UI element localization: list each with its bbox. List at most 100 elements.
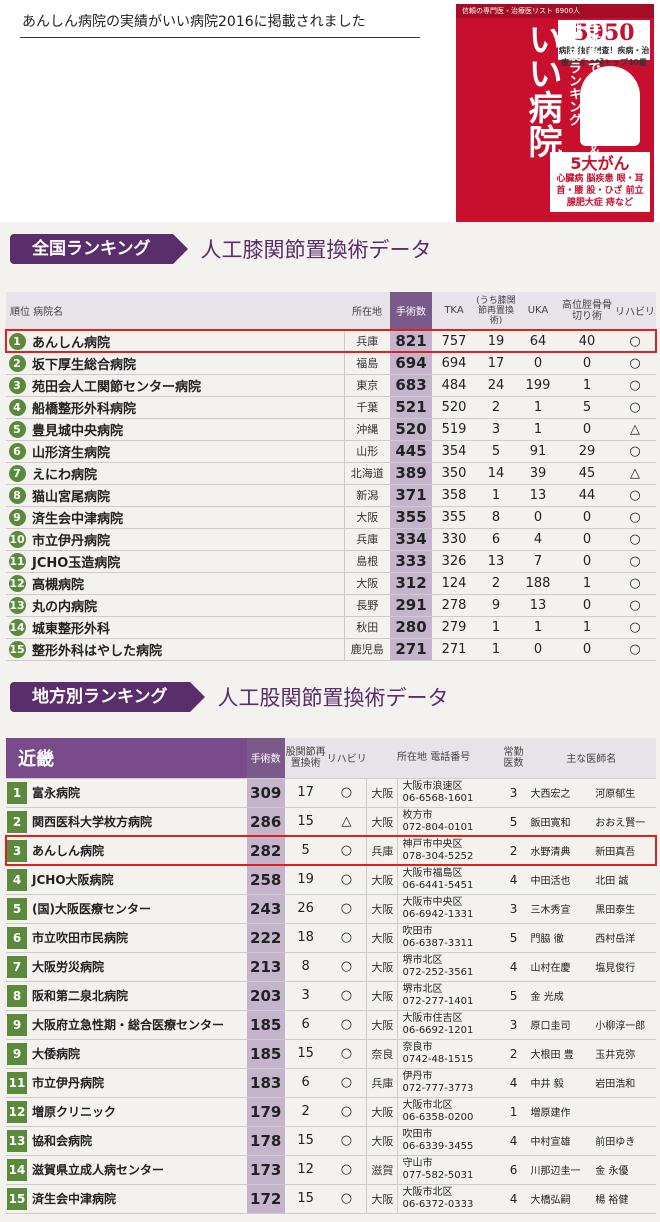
address: 吹田市 [402, 925, 433, 937]
rehab-mark: ○ [326, 778, 367, 808]
doctor-name: おおえ賢一 [591, 807, 656, 837]
address-cell: 守山市 077-582-5031 [397, 1155, 501, 1185]
address: 大阪市福島区 [402, 867, 463, 879]
table-row: 5 豊見城中央病院 沖縄 520 519 3 1 0 △ [6, 418, 656, 441]
col-header: 所在地 電話番号 [366, 738, 501, 779]
hospital-name: (国)大阪医療センター [28, 894, 247, 924]
doctor-name: 小柳淳一郎 [591, 1010, 656, 1040]
value-cell: 29 [560, 440, 614, 463]
col-header: UKA [516, 292, 560, 331]
prefecture: 秋田 [343, 616, 390, 639]
value-cell: 355 [432, 506, 476, 529]
prefecture: 大阪 [366, 807, 398, 837]
rank-badge: 9 [7, 1013, 27, 1036]
doctor-count: 5 [500, 923, 527, 953]
rank-cell: 8 [6, 484, 28, 507]
cover-gan-sub: 心臓病 脳疾患 眼・耳 首・腰 股・ひざ 前立腺肥大症 痔など [556, 174, 644, 208]
national-ranking-table: 順位 病院名 所在地 手術数 TKA (うち膝関節再置換術) UKA 高位脛骨骨… [5, 292, 657, 661]
hospital-name: 山形済生病院 [28, 440, 344, 463]
rank-badge: 12 [8, 574, 26, 592]
surgery-count: 286 [246, 807, 285, 837]
doctor-name: 新田真吾 [591, 836, 656, 866]
value-cell: 1 [516, 616, 560, 639]
phone: 06-6692-1201 [402, 1024, 474, 1036]
hospital-name: 阪和第二泉北病院 [28, 981, 247, 1011]
rank-badge: 13 [7, 1129, 27, 1152]
doctor-count: 4 [500, 865, 527, 895]
doctor-name: 大根田 豊 [526, 1039, 592, 1069]
value-cell: 0 [560, 528, 614, 551]
hospital-name: 市立伊丹病院 [28, 528, 344, 551]
value-cell: 7 [516, 550, 560, 573]
doctor-name: 山村在慶 [526, 952, 592, 982]
hospital-name: 済生会中津病院 [28, 506, 344, 529]
value-cell: 6 [476, 528, 516, 551]
value-cell: ○ [614, 440, 656, 463]
value-cell: ○ [614, 594, 656, 617]
value-cell: ○ [614, 528, 656, 551]
phone: 0742-48-1515 [402, 1053, 474, 1065]
hospital-name: あんしん病院 [28, 330, 344, 353]
value-cell: ○ [614, 330, 656, 353]
table-row: 1 富永病院 309 17 ○ 大阪 大阪市浪速区 06-6568-1601 3 大西宏之 河原郁生 [6, 778, 656, 808]
address: 堺市北区 [402, 983, 443, 995]
prefecture: 大阪 [366, 1010, 398, 1040]
doctor-name: 水野清典 [526, 836, 592, 866]
rank-cell: 13 [6, 1126, 28, 1156]
surgery-count: 389 [390, 462, 432, 485]
value-cell: 13 [516, 484, 560, 507]
phone: 06-6387-3311 [402, 937, 474, 949]
hospital-name: 富永病院 [28, 778, 247, 808]
surgery-count: 183 [246, 1068, 285, 1098]
table-row: 13 協和会病院 178 15 ○ 大阪 吹田市 06-6339-3455 4 中村宣雄 前田ゆき [6, 1126, 656, 1156]
value-cell: 520 [432, 396, 476, 419]
value-cell: 1 [560, 572, 614, 595]
surgery-count: 280 [390, 616, 432, 639]
hospital-name: 大倭病院 [28, 1039, 247, 1069]
prefecture: 長野 [343, 594, 390, 617]
value-cell: 0 [516, 638, 560, 661]
surgery-count: 179 [246, 1097, 285, 1127]
address-cell: 枚方市 072-804-0101 [397, 807, 501, 837]
rank-cell: 2 [6, 352, 28, 375]
col-header: リハビリ [614, 292, 656, 331]
rehab-mark: ○ [326, 1068, 367, 1098]
hospital-name: えにわ病院 [28, 462, 344, 485]
value-cell: 350 [432, 462, 476, 485]
doctor-name: 門脇 徹 [526, 923, 592, 953]
rank-cell: 1 [6, 330, 28, 353]
address-cell: 大阪市北区 06-6358-0200 [397, 1097, 501, 1127]
rehab-mark: ○ [326, 1155, 367, 1185]
surgery-count: 213 [246, 952, 285, 982]
revision-count: 17 [284, 778, 327, 808]
address-cell: 大阪市住吉区 06-6692-1201 [397, 1010, 501, 1040]
rank-cell: 7 [6, 952, 28, 982]
doctor-count: 4 [500, 1068, 527, 1098]
rank-badge: 1 [8, 332, 26, 350]
cover-count: 5950 [573, 20, 635, 46]
value-cell: ○ [614, 396, 656, 419]
value-cell: 3 [476, 418, 516, 441]
rank-cell: 15 [6, 638, 28, 661]
hospital-name: 滋賀県立成人病センター [28, 1155, 247, 1185]
prefecture: 奈良 [366, 1039, 398, 1069]
surgery-count: 185 [246, 1039, 285, 1069]
rank-cell: 12 [6, 1097, 28, 1127]
doctor-count: 4 [500, 1184, 527, 1214]
rehab-mark: ○ [326, 894, 367, 924]
address: 守山市 [402, 1157, 433, 1169]
rank-badge: 4 [8, 398, 26, 416]
table-row: 14 城東整形外科 秋田 280 279 1 1 1 ○ [6, 616, 656, 639]
revision-count: 3 [284, 981, 327, 1011]
address: 大阪市浪速区 [402, 780, 463, 792]
revision-count: 5 [284, 836, 327, 866]
doctor-count: 2 [500, 1039, 527, 1069]
value-cell: 1 [476, 616, 516, 639]
prefecture: 大阪 [343, 572, 390, 595]
col-header: 常勤医数 [500, 738, 527, 779]
rank-badge: 14 [7, 1158, 27, 1181]
rank-cell: 3 [6, 836, 28, 866]
rank-cell: 13 [6, 594, 28, 617]
phone: 06-6372-0333 [402, 1198, 474, 1210]
